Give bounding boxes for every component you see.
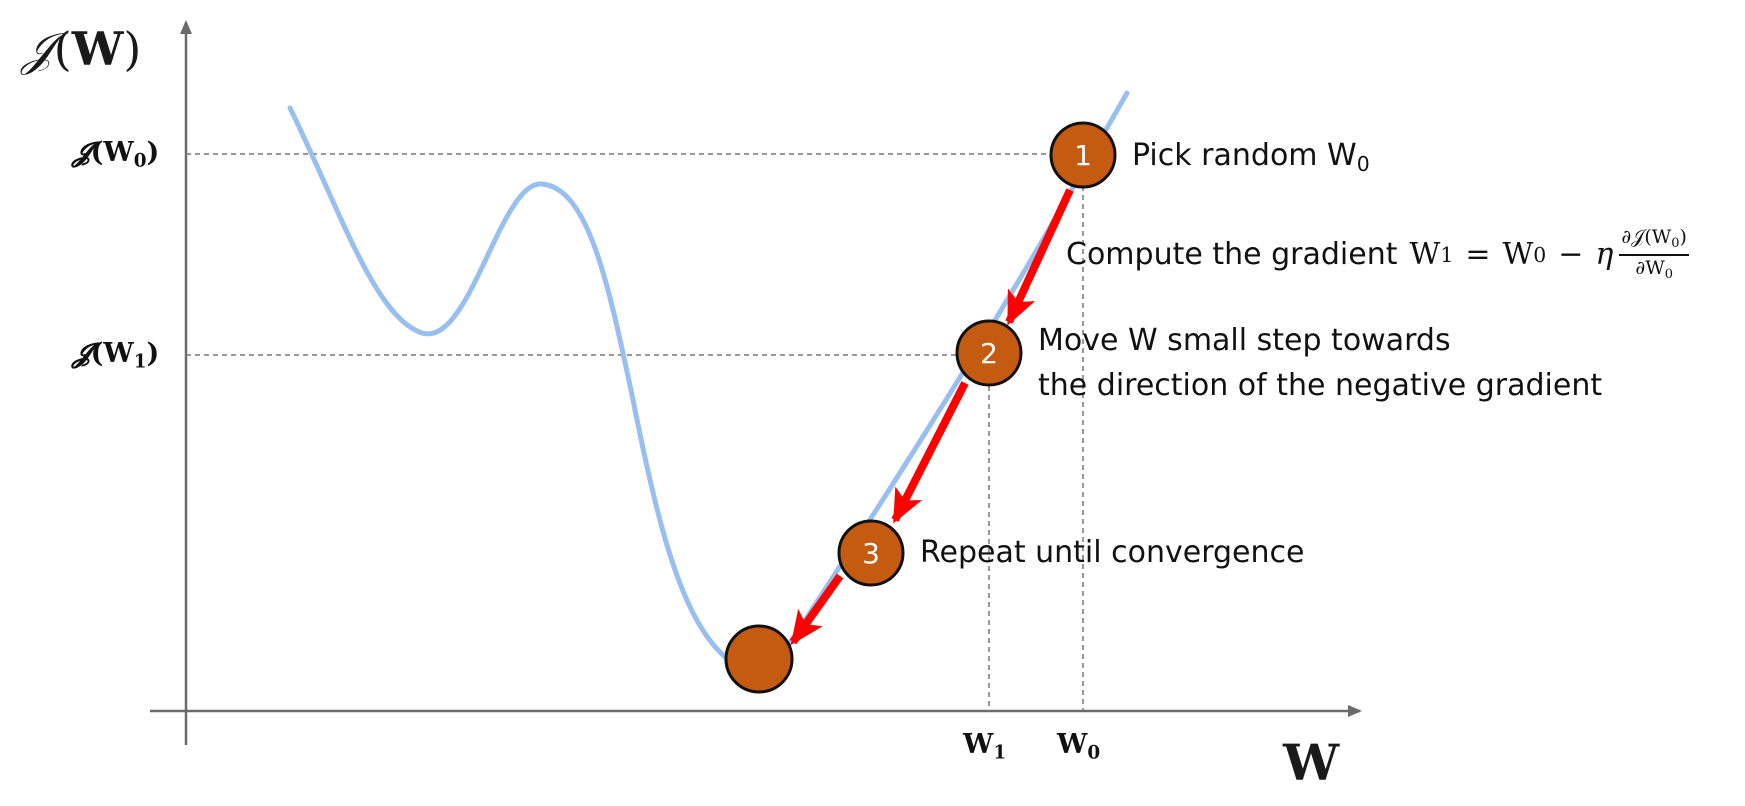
step-3-number: 3 xyxy=(862,536,880,570)
x-tick-w0-subscript: 0 xyxy=(1087,742,1101,764)
descent-arrow-2 xyxy=(891,381,969,524)
gradient-denominator: ∂W0 xyxy=(1635,256,1673,283)
step-1-number: 1 xyxy=(1074,138,1092,172)
step-1-subscript: 0 xyxy=(1356,152,1370,177)
gradient-numerator: ∂𝒥(W0) xyxy=(1619,226,1689,256)
x-tick-w1-subscript: 1 xyxy=(993,742,1007,764)
gradient-fraction: ∂𝒥(W0) ∂W0 xyxy=(1619,226,1689,283)
x-axis-title: W xyxy=(1283,733,1340,792)
step-2-line-2: the direction of the negative gradient xyxy=(1038,368,1603,403)
y-axis-title-close-paren: ) xyxy=(123,22,142,76)
step-3-circle xyxy=(837,519,905,587)
descent-arrow-1 xyxy=(1005,188,1074,326)
gradient-minus: − xyxy=(1558,237,1584,273)
gradient-denominator-text: ∂W xyxy=(1635,256,1665,279)
gradient-denominator-subscript: 0 xyxy=(1664,266,1673,282)
y-tick-j-w1-function: 𝓙 xyxy=(72,338,91,369)
step-2-label: Move W small step towards the direction … xyxy=(1038,318,1602,408)
step-2-number: 2 xyxy=(980,336,998,370)
y-tick-j-w0-subscript: 0 xyxy=(133,150,147,172)
step-1-label: Pick random W0 xyxy=(1132,133,1370,180)
minimum-circle xyxy=(724,624,794,694)
y-axis-title: 𝒥(W) xyxy=(22,22,141,78)
x-tick-w1-base: W xyxy=(963,729,994,760)
y-tick-j-w1-subscript: 1 xyxy=(133,351,147,373)
y-axis-title-variable: W xyxy=(71,22,124,76)
gradient-rhs-subscript: 0 xyxy=(1533,242,1547,267)
gradient-eta: η xyxy=(1595,237,1614,273)
descent-arrow-3 xyxy=(789,573,844,646)
gradient-text: Compute the gradient xyxy=(1066,237,1398,273)
step-2-line-1: Move W small step towards xyxy=(1038,323,1451,358)
gradient-rhs: W xyxy=(1502,237,1534,273)
gradient-equals: = xyxy=(1465,237,1491,273)
x-tick-w0: W0 xyxy=(1057,729,1100,764)
y-axis-title-open-paren: ( xyxy=(53,22,72,76)
x-tick-w0-base: W xyxy=(1057,729,1088,760)
gradient-lhs-subscript: 1 xyxy=(1440,242,1454,267)
y-axis-title-function: 𝒥 xyxy=(22,22,54,76)
gradient-numerator-text: ∂𝒥(W xyxy=(1621,226,1672,248)
gradient-numerator-close: ) xyxy=(1679,226,1687,248)
step-2-circle xyxy=(955,319,1023,387)
step-1-circle xyxy=(1049,121,1117,189)
y-tick-j-w0-function: 𝓙 xyxy=(72,137,91,168)
y-tick-j-w1-base: W xyxy=(103,338,134,369)
step-3-label: Repeat until convergence xyxy=(920,535,1305,570)
gradient-lhs: W xyxy=(1409,237,1441,273)
x-tick-w1: W1 xyxy=(963,729,1006,764)
gradient-numerator-subscript: 0 xyxy=(1671,235,1680,251)
y-tick-j-w1: 𝓙(W1) xyxy=(72,338,160,373)
y-tick-j-w0: 𝓙(W0) xyxy=(72,137,160,172)
step-1-text: Pick random W xyxy=(1132,138,1357,173)
y-tick-j-w0-base: W xyxy=(103,137,134,168)
